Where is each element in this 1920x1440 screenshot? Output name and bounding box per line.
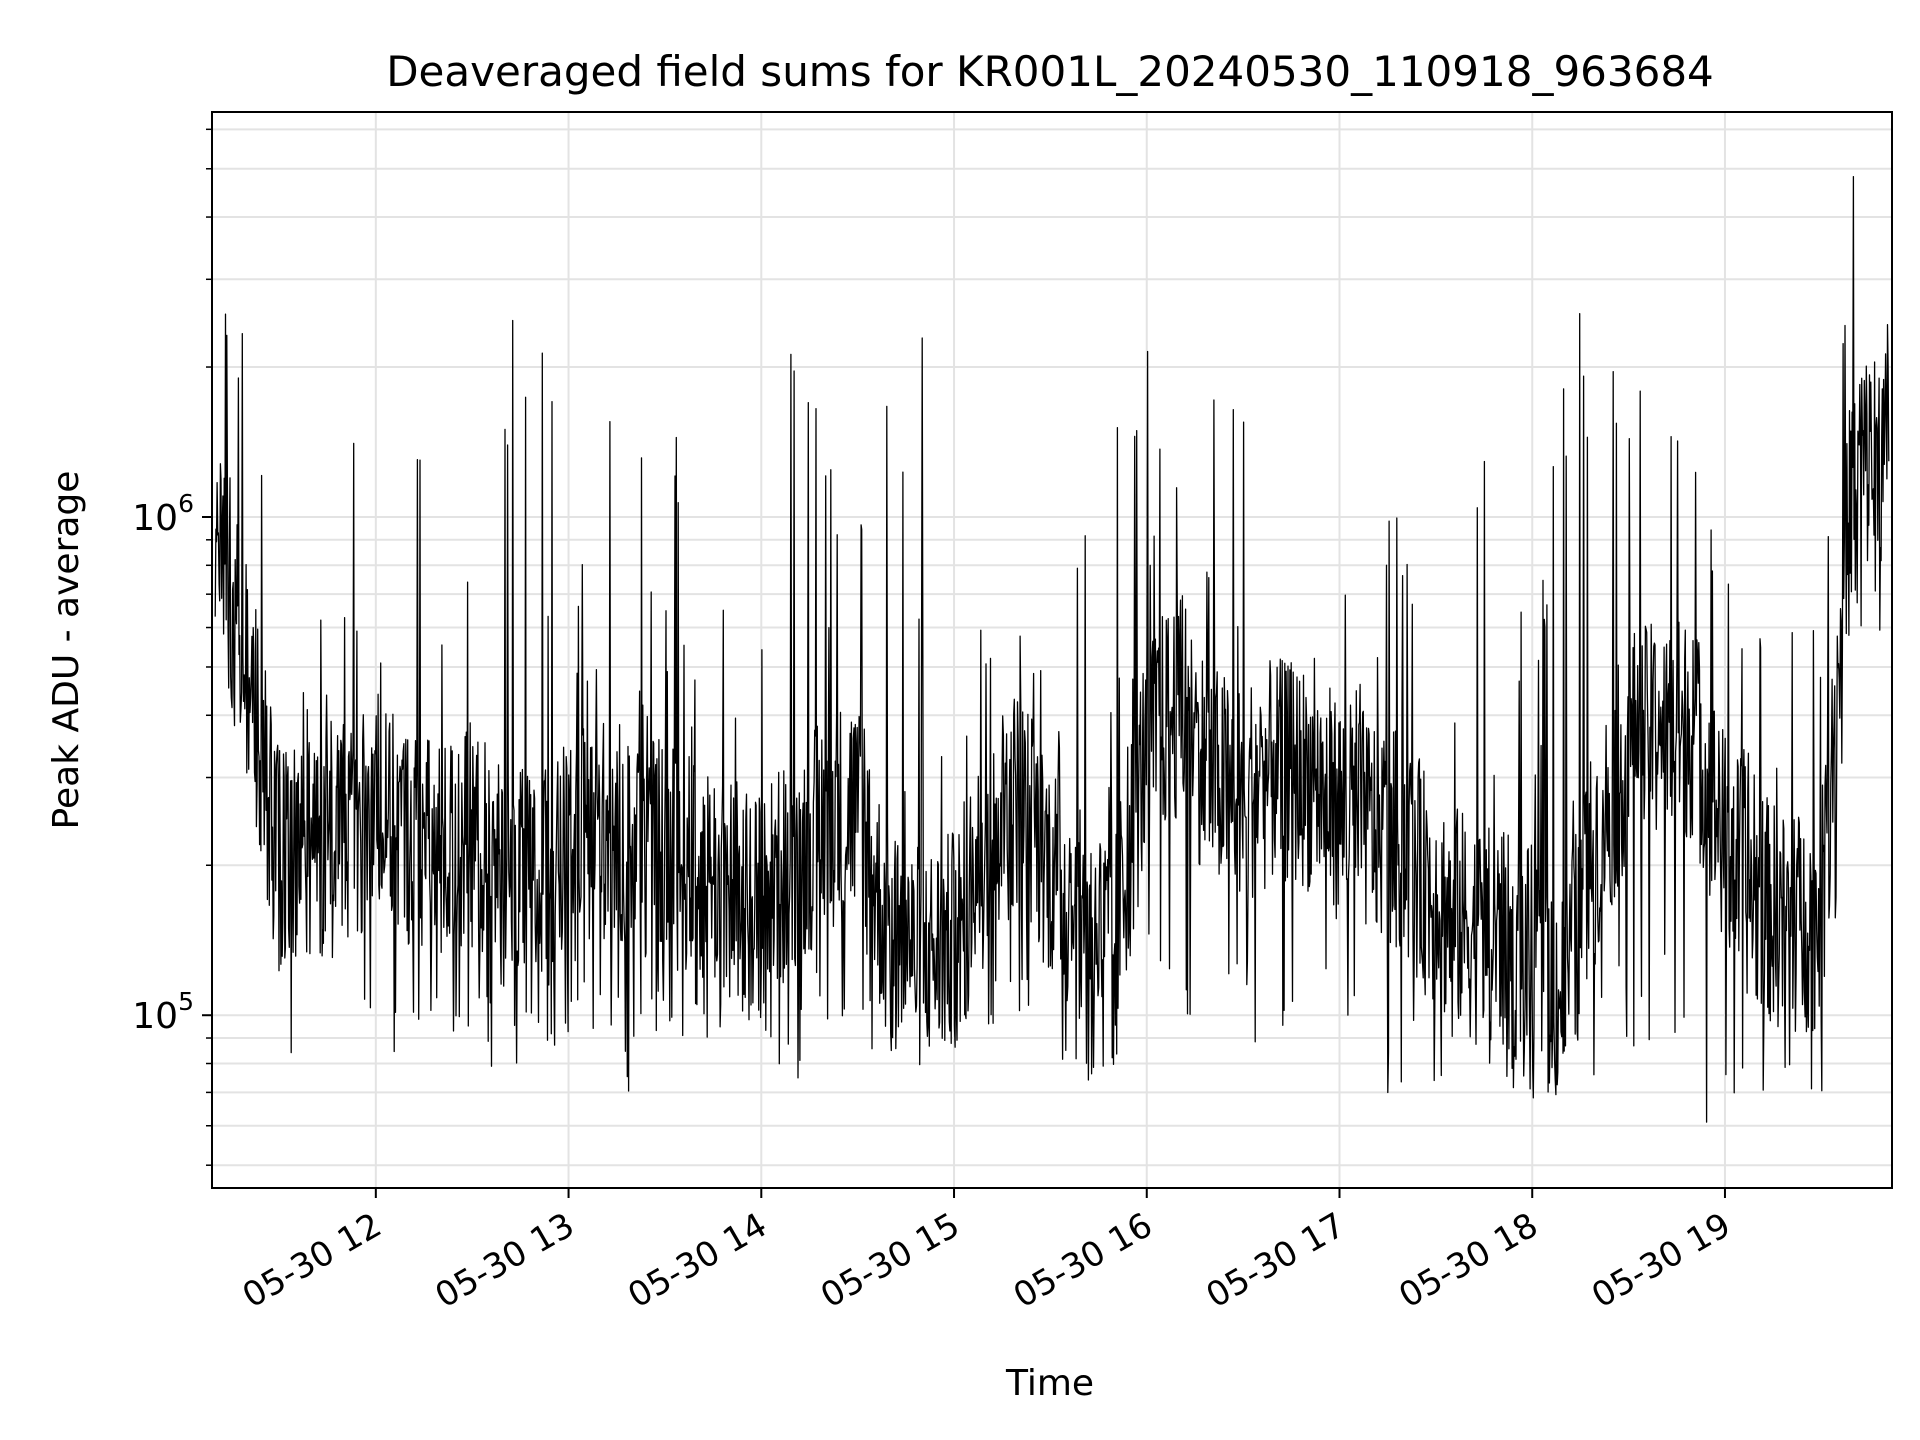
x-tick-label: 05-30 13 [429,1205,581,1316]
chart-title: Deaveraged field sums for KR001L_2024053… [386,47,1714,96]
x-axis: 05-30 12 05-30 13 05-30 14 05-30 15 05-30 16… [236,1188,1737,1316]
x-tick-label: 05-30 14 [621,1205,773,1316]
series-line [214,175,1890,1123]
x-tick-label: 05-30 19 [1585,1205,1737,1316]
x-tick-label: 05-30 15 [814,1205,966,1316]
x-axis-label: Time [1005,1363,1094,1404]
series-path [214,175,1890,1123]
y-tick-label: 105 [132,987,194,1037]
x-tick-label: 05-30 18 [1392,1205,1544,1316]
y-axis-label: Peak ADU - average [46,471,87,830]
plot-frame [211,111,1893,1189]
x-tick-label: 05-30 17 [1200,1205,1352,1316]
y-axis: 105 106 [132,128,212,1166]
x-tick-label: 05-30 12 [236,1205,388,1316]
y-tick-label: 106 [132,489,194,539]
x-tick-label: 05-30 16 [1007,1205,1159,1316]
